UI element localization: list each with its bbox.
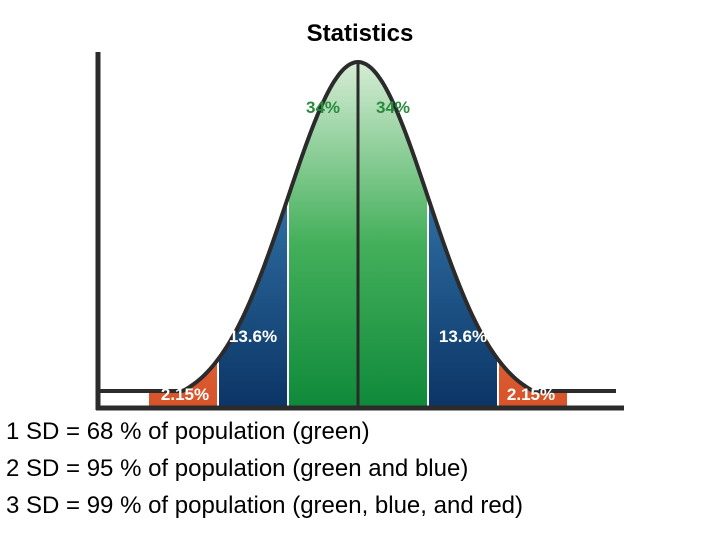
curve-outline (100, 59, 616, 393)
region-label-1: 13.6% (229, 327, 277, 346)
caption-3sd: 3 SD = 99 % of population (green, blue, … (6, 492, 524, 519)
region-5 (498, 62, 568, 406)
caption-1sd: 1 SD = 68 % of population (green) (6, 418, 370, 445)
region-label-2: 34% (306, 98, 340, 117)
region-label-5: 2.15% (507, 385, 555, 404)
region-label-3: 34% (376, 98, 410, 117)
region-label-4: 13.6% (439, 327, 487, 346)
region-3 (358, 62, 428, 406)
caption-2sd: 2 SD = 95 % of population (green and blu… (6, 455, 469, 482)
region-label-0: 2.15% (161, 385, 209, 404)
region-labels: 2.15% 13.6% 34% 34% 13.6% 2.15% (161, 98, 555, 404)
region-0 (148, 62, 218, 406)
region-2 (288, 62, 358, 406)
slide-title: Statistics (306, 20, 414, 47)
sd-dividers (147, 62, 569, 406)
